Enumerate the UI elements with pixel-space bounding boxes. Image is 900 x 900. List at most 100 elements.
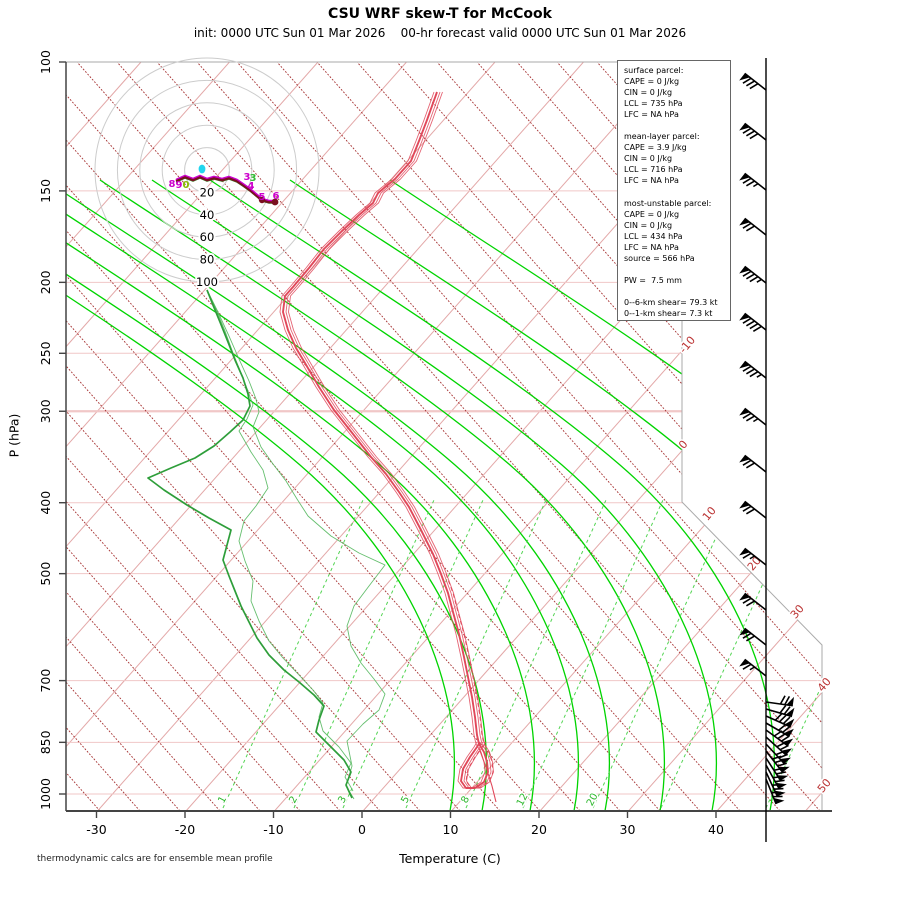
plot-boundary	[66, 61, 823, 811]
isotherm-value-label: 0	[676, 438, 690, 452]
temperature-profile-line	[282, 91, 489, 789]
mixing-ratio-label: 5	[399, 794, 412, 805]
moist-adiabat-curve	[99, 179, 666, 811]
hodograph-height-digit: 6	[273, 191, 280, 202]
infobox-line: most-unstable parcel:	[624, 198, 712, 208]
hodograph-ring-label: 20	[200, 185, 215, 199]
mixing-ratio-line	[342, 499, 484, 809]
dry-adiabat-line	[66, 62, 541, 811]
hodograph-ring-label: 80	[200, 253, 215, 267]
dry-adiabat-line	[76, 62, 741, 811]
dry-adiabat-line	[796, 62, 822, 811]
x-tick-label: -30	[86, 822, 106, 837]
infobox-line: LFC = NA hPa	[624, 242, 679, 252]
isotherm-value-label: 20	[745, 554, 764, 573]
moist-adiabat-curve	[66, 179, 488, 811]
dry-adiabat-line	[66, 62, 181, 811]
dry-adiabat-line	[66, 62, 261, 811]
parcel-info-box: surface parcel: CAPE = 0 J/kg CIN = 0 J/kg…	[617, 60, 731, 321]
wind-barb	[739, 627, 767, 646]
mixing-ratio-line	[293, 499, 435, 809]
page-subtitle: init: 0000 UTC Sun 01 Mar 2026 00-hr for…	[193, 26, 687, 40]
wind-barb	[739, 454, 767, 473]
wind-barb	[739, 407, 767, 426]
infobox-line: mean-layer parcel:	[624, 132, 700, 142]
hodograph-ring-label: 60	[200, 230, 215, 244]
moist-adiabat-curve	[66, 179, 536, 811]
infobox-line: CAPE = 0 J/kg	[624, 77, 680, 87]
infobox-line: CIN = 0 J/kg	[624, 220, 673, 230]
mixing-ratio-label: 8	[459, 794, 472, 805]
hodograph-ring-label: 40	[200, 208, 215, 222]
moist-adiabat-curve	[151, 179, 718, 811]
infobox-line: LCL = 716 hPa	[624, 165, 683, 175]
y-tick-label: 1000	[38, 778, 53, 810]
infobox-line: 0--6-km shear= 79.3 kt	[624, 297, 718, 307]
infobox-line	[624, 264, 730, 275]
moist-adiabat-curve	[66, 179, 611, 811]
dry-adiabat-line	[156, 62, 821, 811]
isotherm-line	[66, 62, 673, 811]
wind-barb	[765, 778, 785, 805]
page-title: CSU WRF skew-T for McCook	[328, 6, 552, 22]
infobox-line: CIN = 0 J/kg	[624, 154, 673, 164]
isotherm-line	[66, 62, 319, 811]
dry-adiabat-line	[66, 62, 661, 811]
x-tick-label: 30	[620, 822, 636, 837]
infobox-line: 0--1-km shear= 7.3 kt	[624, 309, 713, 319]
infobox-line: CIN = 0 J/kg	[624, 88, 673, 98]
hodograph-ring	[94, 57, 320, 283]
hodograph-height-digit: 5	[259, 192, 266, 203]
mixing-ratio-line	[405, 499, 547, 809]
isotherm-line	[185, 62, 822, 811]
hodograph-node	[271, 198, 279, 206]
y-tick-label: 400	[38, 491, 53, 515]
wind-barb	[739, 72, 767, 91]
hodograph-height-digit: 3	[244, 172, 251, 183]
infobox-line	[624, 187, 730, 198]
hodograph-inset: 20 40 60 80 100 8 9 0 3 345 6	[94, 57, 320, 291]
hodograph-height-digit: 3	[250, 173, 257, 184]
wind-barb	[739, 217, 767, 236]
mixing-ratio-label: 1	[216, 794, 229, 805]
hodograph-trace-overlay	[175, 174, 275, 202]
x-tick-label: -20	[175, 822, 195, 837]
isotherm-line	[66, 62, 407, 811]
wind-barb	[739, 547, 767, 566]
x-tick-label: 40	[708, 822, 724, 837]
dry-adiabat-line	[66, 62, 621, 811]
dry-adiabat-line	[316, 62, 822, 811]
hodograph-node	[258, 196, 266, 204]
dry-adiabat-line	[66, 62, 301, 811]
dewpoint-profile-line	[147, 289, 353, 799]
isotherm-value-label: 50	[815, 776, 834, 795]
hodograph-height-digit: 0	[183, 180, 190, 191]
wind-barb	[739, 658, 767, 677]
wind-barb	[765, 695, 794, 707]
dry-adiabat-line	[66, 62, 221, 811]
temperature-member-line	[285, 91, 492, 789]
dry-adiabat-line	[66, 62, 341, 811]
mixing-ratio-label: 3	[336, 794, 349, 805]
wind-barb	[739, 312, 767, 332]
mixing-ratio-line	[465, 499, 607, 809]
isotherm-value-label: 40	[815, 675, 834, 694]
x-axis-title: Temperature (C)	[399, 851, 501, 866]
wind-barb	[739, 172, 767, 191]
y-tick-label: 500	[38, 562, 53, 586]
isotherm-line	[66, 62, 230, 811]
infobox-line: CAPE = 0 J/kg	[624, 209, 680, 219]
hodograph-ring	[184, 147, 230, 193]
sounding-profiles	[147, 91, 497, 803]
isotherm-value-label: 10	[700, 504, 719, 523]
dry-adiabat-line	[66, 62, 501, 811]
wind-barb	[765, 705, 795, 718]
virtual-temperature-line	[445, 573, 494, 789]
wind-barb	[739, 122, 767, 141]
infobox-line: LCL = 735 hPa	[624, 99, 683, 109]
dewpoint-member-line	[206, 289, 386, 800]
hodograph-height-digit: 9	[176, 180, 183, 191]
isotherm-line	[805, 62, 822, 811]
